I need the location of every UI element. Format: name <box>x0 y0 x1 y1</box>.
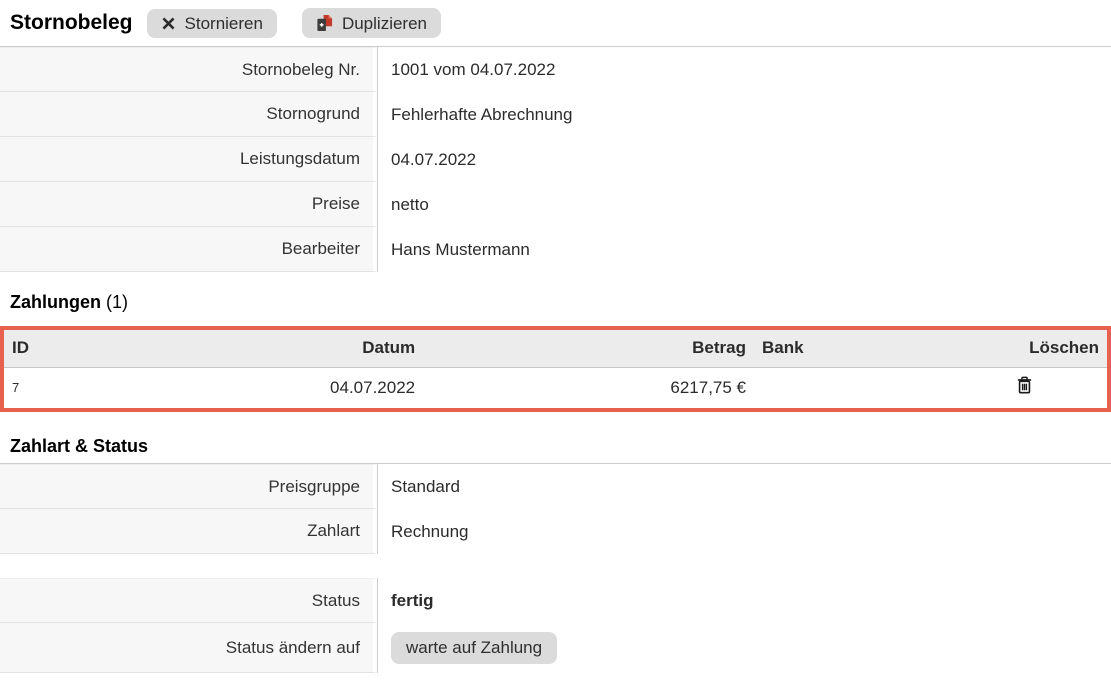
payment-betrag: 6217,75 € <box>670 377 747 397</box>
column-header-loeschen: Löschen <box>941 330 1107 368</box>
column-header-betrag: Betrag <box>423 330 755 368</box>
column-header-bank: Bank <box>754 330 942 368</box>
field-value: 04.07.2022 <box>377 137 1111 182</box>
column-header-id: ID <box>4 330 104 368</box>
zahlart-block: Preisgruppe Standard Zahlart Rechnung <box>0 464 1111 554</box>
detail-row-preise: Preise netto <box>0 182 1111 227</box>
status-block: Status fertig Status ändern auf warte au… <box>0 578 1111 673</box>
stornobeleg-details: Stornobeleg Nr. 1001 vom 04.07.2022 Stor… <box>0 47 1111 272</box>
column-header-datum: Datum <box>103 330 424 368</box>
duplizieren-button-label: Duplizieren <box>341 13 427 33</box>
field-value: Fehlerhafte Abrechnung <box>377 92 1111 137</box>
stornieren-button-label: Stornieren <box>184 13 263 33</box>
x-icon <box>161 16 176 31</box>
field-label: Status <box>0 578 377 623</box>
field-label: Preise <box>0 182 377 227</box>
status-value: fertig <box>377 578 1111 623</box>
field-value: netto <box>377 182 1111 227</box>
delete-payment-button[interactable] <box>1015 375 1034 395</box>
row-preisgruppe: Preisgruppe Standard <box>0 464 1111 509</box>
field-value: Standard <box>377 464 1111 509</box>
change-status-button[interactable]: warte auf Zahlung <box>391 631 558 665</box>
stornieren-button[interactable]: Stornieren <box>146 8 277 38</box>
row-status-aendern: Status ändern auf warte auf Zahlung <box>0 623 1111 673</box>
field-label: Status ändern auf <box>0 623 377 673</box>
field-value: Rechnung <box>377 509 1111 554</box>
payment-datum: 04.07.2022 <box>330 377 416 397</box>
payments-table: ID Datum Betrag Bank Löschen 7 04.07.202… <box>4 330 1107 408</box>
page-title: Stornobeleg <box>10 11 133 34</box>
field-label: Preisgruppe <box>0 464 377 509</box>
payments-heading-label: Zahlungen <box>10 292 101 312</box>
field-label: Stornobeleg Nr. <box>0 47 377 92</box>
payment-row: 7 04.07.2022 6217,75 € <box>4 367 1107 408</box>
row-zahlart: Zahlart Rechnung <box>0 509 1111 554</box>
payment-id: 7 <box>12 380 20 396</box>
payment-bank <box>754 367 942 408</box>
duplicate-document-icon <box>316 14 333 32</box>
detail-row-stornogrund: Stornogrund Fehlerhafte Abrechnung <box>0 92 1111 137</box>
trash-icon <box>1015 376 1034 398</box>
detail-row-stornobeleg-nr: Stornobeleg Nr. 1001 vom 04.07.2022 <box>0 47 1111 92</box>
field-label: Leistungsdatum <box>0 137 377 182</box>
field-value: 1001 vom 04.07.2022 <box>377 47 1111 92</box>
field-label: Zahlart <box>0 509 377 554</box>
row-status: Status fertig <box>0 578 1111 623</box>
field-label: Stornogrund <box>0 92 377 137</box>
field-label: Bearbeiter <box>0 227 377 272</box>
payments-table-header-row: ID Datum Betrag Bank Löschen <box>4 330 1107 368</box>
field-value: Hans Mustermann <box>377 227 1111 272</box>
zahlart-status-heading: Zahlart & Status <box>10 436 149 456</box>
spacer <box>0 554 1111 578</box>
detail-row-leistungsdatum: Leistungsdatum 04.07.2022 <box>0 137 1111 182</box>
header-bar: Stornobeleg Stornieren Duplizieren <box>0 0 1111 47</box>
section-divider <box>0 463 1111 464</box>
duplizieren-button[interactable]: Duplizieren <box>301 8 441 38</box>
detail-row-bearbeiter: Bearbeiter Hans Mustermann <box>0 227 1111 272</box>
payments-section-heading: Zahlungen (1) <box>10 292 1111 313</box>
payments-count: (1) <box>106 292 129 312</box>
payments-table-highlight-box: ID Datum Betrag Bank Löschen 7 04.07.202… <box>0 326 1111 412</box>
